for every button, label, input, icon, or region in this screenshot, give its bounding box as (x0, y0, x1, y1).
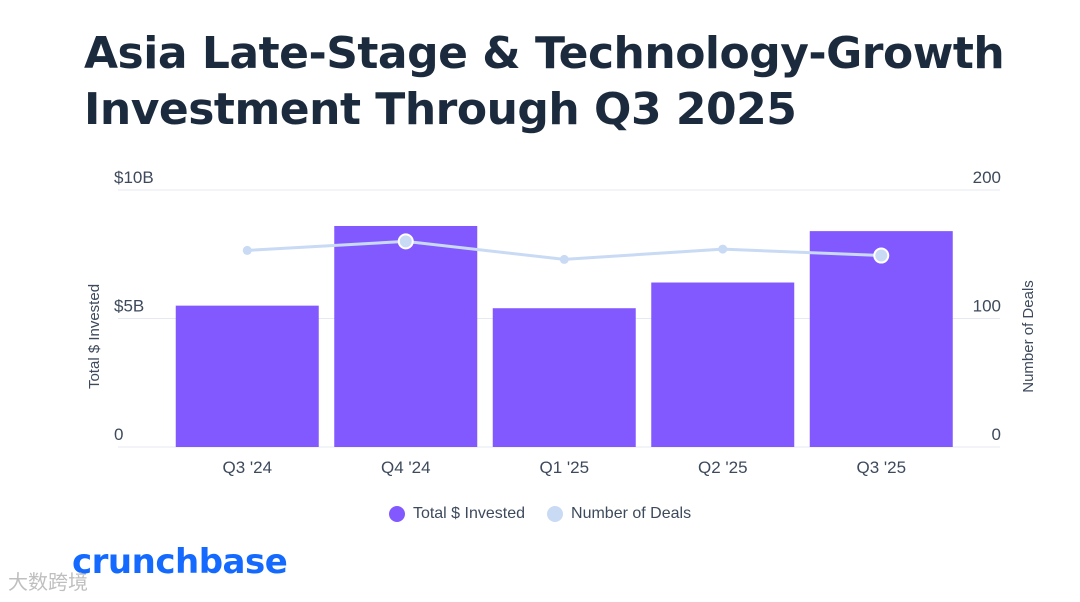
line-point (873, 247, 890, 264)
chart-canvas: 0 $5B $10B 0 100 200 Total $ Invested Number of… (86, 168, 1037, 477)
bar (492, 308, 636, 447)
bar (175, 305, 319, 447)
y-right-tick-label: 0 (992, 425, 1001, 444)
x-tick-label: Q1 '25 (539, 458, 589, 477)
y-left-tick-label: 0 (114, 425, 123, 444)
legend-item-invested: Total $ Invested (388, 505, 526, 523)
chart-legend: Total $ Invested Number of Deals (0, 505, 1080, 523)
bar (651, 282, 795, 447)
x-tick-label: Q3 '25 (856, 458, 906, 477)
y-right-axis-title: Number of Deals (1020, 280, 1037, 393)
bar (334, 225, 478, 447)
chart-title-line-2: Investment Through Q3 2025 (84, 84, 797, 135)
legend-label-invested: Total $ Invested (412, 505, 526, 522)
line-point (242, 245, 252, 255)
crunchbase-logo: crunchbase (72, 542, 288, 582)
line-point (559, 254, 569, 264)
watermark: 大数跨境 (8, 570, 88, 594)
y-left-axis-title: Total $ Invested (86, 284, 103, 389)
legend-item-deals: Number of Deals (547, 505, 691, 523)
x-tick-label: Q4 '24 (381, 458, 431, 477)
bar (809, 231, 953, 447)
y-right-tick-label: 200 (973, 168, 1001, 187)
line-point (397, 233, 414, 250)
x-tick-label: Q2 '25 (698, 458, 748, 477)
legend-label-deals: Number of Deals (571, 505, 692, 522)
x-tick-label: Q3 '24 (222, 458, 272, 477)
y-left-tick-label: $10B (114, 168, 154, 187)
y-right-tick-label: 100 (973, 297, 1001, 316)
legend-swatch-invested (388, 506, 405, 522)
y-left-tick-label: $5B (114, 297, 144, 316)
line-point (718, 244, 728, 254)
chart-title-line-1: Asia Late-Stage & Technology-Growth (84, 28, 1005, 79)
legend-swatch-deals (547, 506, 564, 522)
chart-title: Asia Late-Stage & Technology-Growth Inve… (84, 26, 1044, 138)
